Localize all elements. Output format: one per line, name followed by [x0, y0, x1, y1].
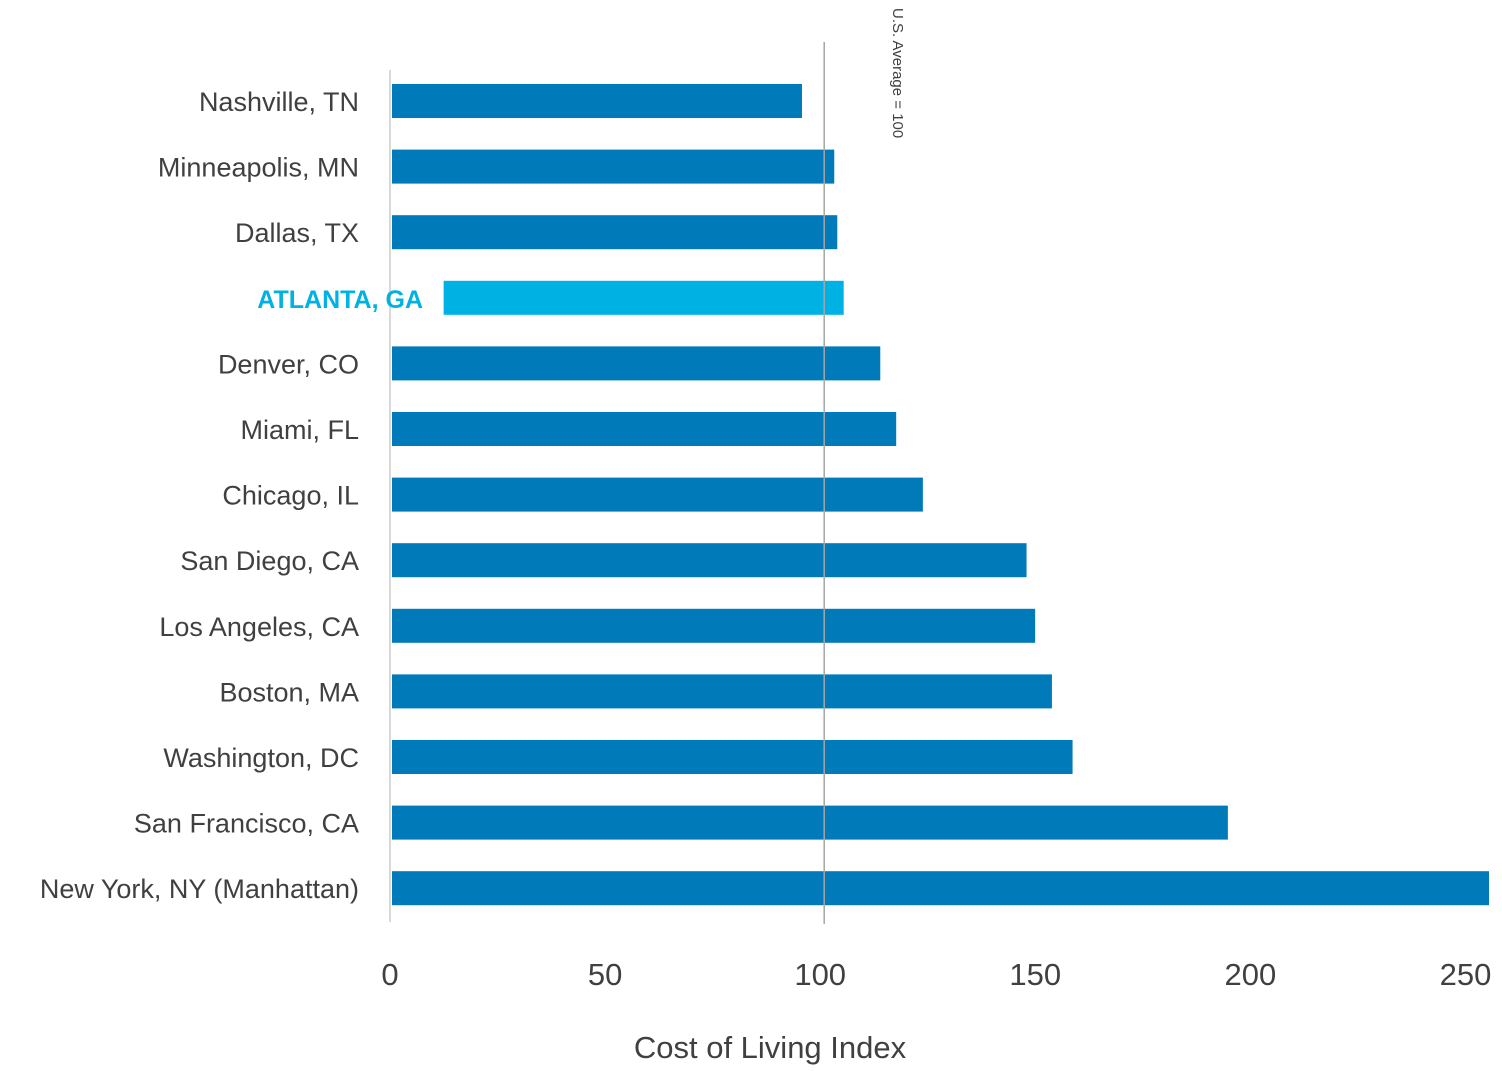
x-tick-label: 0	[381, 957, 398, 992]
category-label: Dallas, TX	[235, 218, 359, 248]
category-labels-layer: Nashville, TN Minneapolis, MN Dallas, TX AT…	[40, 87, 423, 904]
bar-dallas-tx	[392, 215, 838, 250]
bar-san-diego-ca	[392, 543, 1027, 578]
x-tick-label: 250	[1440, 957, 1492, 992]
category-label: San Diego, CA	[180, 546, 359, 576]
tick-labels-layer: 0 50 100 150 200 250	[381, 957, 1491, 992]
category-label: Chicago, IL	[222, 481, 359, 511]
bar-san-francisco-ca	[392, 805, 1228, 840]
category-label: Boston, MA	[219, 677, 359, 707]
bar-miami-fl	[392, 412, 897, 446]
bar-los-angeles-ca	[392, 608, 1036, 643]
category-label: ATLANTA, GA	[257, 286, 423, 314]
x-tick-label: 150	[1009, 957, 1061, 992]
bar-denver-co	[392, 346, 881, 381]
category-label: Miami, FL	[240, 415, 359, 445]
bar-boston-ma	[392, 674, 1052, 709]
bar-nashville-tn	[392, 84, 802, 118]
bar-new-york-ny-manhattan	[392, 871, 1489, 906]
bar-washington-dc	[392, 740, 1073, 774]
category-label: Washington, DC	[163, 743, 359, 773]
category-label: Minneapolis, MN	[158, 153, 359, 183]
category-label: Los Angeles, CA	[159, 612, 359, 642]
bars-layer	[392, 84, 1489, 906]
x-tick-label: 50	[588, 957, 622, 992]
category-label: San Francisco, CA	[134, 809, 359, 839]
reference-line-label: U.S. Average = 100	[889, 8, 906, 138]
bar-atlanta-ga	[443, 280, 844, 315]
x-tick-label: 100	[794, 957, 846, 992]
category-label: Denver, CO	[218, 349, 359, 379]
category-label: Nashville, TN	[199, 87, 359, 117]
bar-minneapolis-mn	[392, 149, 835, 184]
x-axis-title: Cost of Living Index	[634, 1030, 907, 1065]
x-tick-label: 200	[1225, 957, 1277, 992]
category-label: New York, NY (Manhattan)	[40, 874, 359, 904]
reference-layer: U.S. Average = 100	[823, 8, 906, 924]
bar-chicago-il	[392, 477, 923, 512]
